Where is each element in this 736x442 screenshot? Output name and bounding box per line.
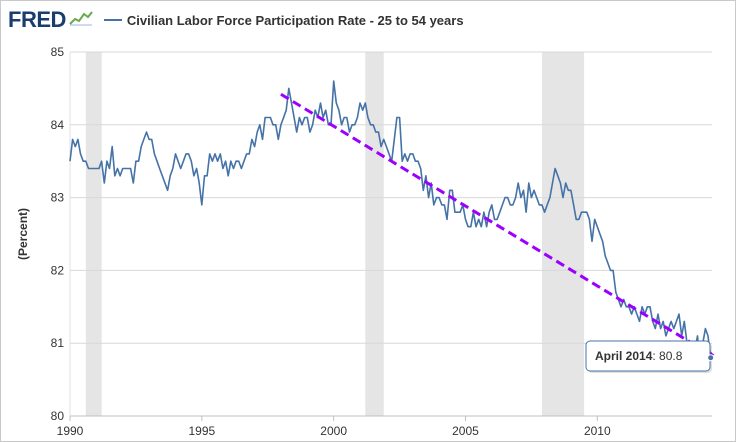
tooltip-value: : 80.8 — [652, 349, 682, 363]
x-tick-label: 2005 — [452, 424, 479, 438]
hover-point[interactable] — [707, 354, 715, 362]
recession-bands — [85, 52, 585, 416]
legend-label: Civilian Labor Force Participation Rate … — [126, 12, 464, 28]
chart-trend-icon — [67, 8, 94, 32]
trend-line — [280, 92, 708, 354]
header: FRED Civilian Labor Force Participation … — [8, 6, 464, 34]
y-tick-label: 84 — [51, 118, 65, 132]
y-tick-label: 83 — [51, 191, 65, 205]
axes: 80 81 82 83 84 85 1990 1995 2000 2005 2010 (Percent… — [16, 45, 712, 438]
tooltip: April 2014: 80.8 — [585, 340, 715, 373]
tooltip-text: April 2014: 80.8 — [595, 349, 683, 363]
recession-band — [85, 52, 102, 416]
y-tick-label: 85 — [51, 45, 65, 59]
x-tick-label: 2010 — [584, 424, 611, 438]
fred-logo[interactable]: FRED — [8, 7, 66, 32]
recession-band — [541, 52, 585, 416]
tooltip-date: April 2014 — [595, 349, 653, 363]
x-tick-label: 1990 — [57, 424, 84, 438]
legend-swatch — [103, 19, 122, 21]
y-axis-label: (Percent) — [16, 208, 30, 260]
recession-band — [365, 52, 384, 416]
series — [69, 80, 715, 366]
series-line[interactable] — [69, 80, 712, 366]
legend[interactable]: Civilian Labor Force Participation Rate … — [103, 12, 464, 28]
y-tick-label: 80 — [51, 409, 65, 423]
y-tick-label: 82 — [51, 263, 65, 277]
y-tick-label: 81 — [51, 336, 65, 350]
x-tick-label: 1995 — [188, 424, 215, 438]
x-tick-label: 2000 — [320, 424, 347, 438]
